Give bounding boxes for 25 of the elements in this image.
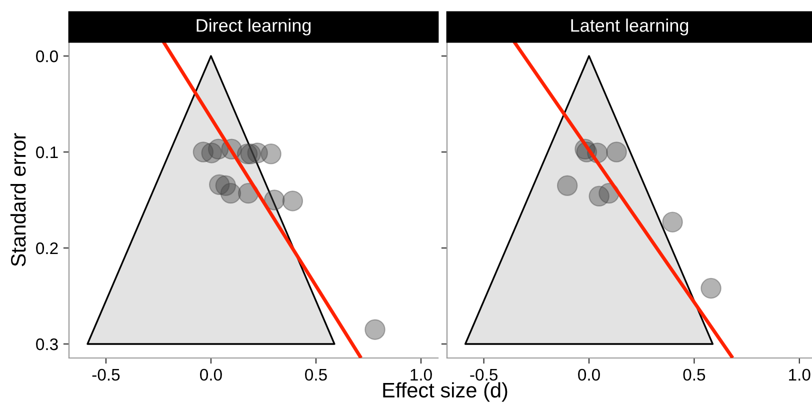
y-axis-title: Standard error bbox=[10, 133, 26, 266]
point bbox=[556, 175, 578, 196]
x-axis-title: Effect size (d) bbox=[383, 382, 508, 402]
point bbox=[364, 319, 386, 340]
chart-title: Latent learning bbox=[571, 18, 688, 36]
point bbox=[700, 278, 722, 299]
y-tick-label: 0.0 bbox=[36, 50, 58, 62]
point bbox=[282, 190, 304, 212]
y-tick-label: 0.3 bbox=[36, 338, 58, 350]
x-tick-label: 0.5 bbox=[683, 368, 706, 381]
x-tick-label: 1.0 bbox=[789, 368, 810, 381]
x-tick-label: 0.0 bbox=[578, 368, 600, 381]
x-tick-label: -0.5 bbox=[470, 368, 498, 381]
y-tick-label: 0.1 bbox=[36, 146, 58, 158]
x-tick-label: 0.5 bbox=[305, 368, 327, 381]
y-tick-label: 0.2 bbox=[36, 242, 58, 254]
point bbox=[662, 212, 683, 232]
point bbox=[260, 144, 282, 164]
point bbox=[220, 182, 242, 204]
x-tick-label: -0.5 bbox=[92, 368, 120, 381]
point bbox=[606, 142, 627, 162]
point bbox=[264, 190, 285, 210]
chart-title: Direct learning bbox=[196, 18, 311, 36]
x-tick-label: 0.0 bbox=[200, 368, 222, 381]
x-tick-label: 1.0 bbox=[410, 368, 432, 381]
